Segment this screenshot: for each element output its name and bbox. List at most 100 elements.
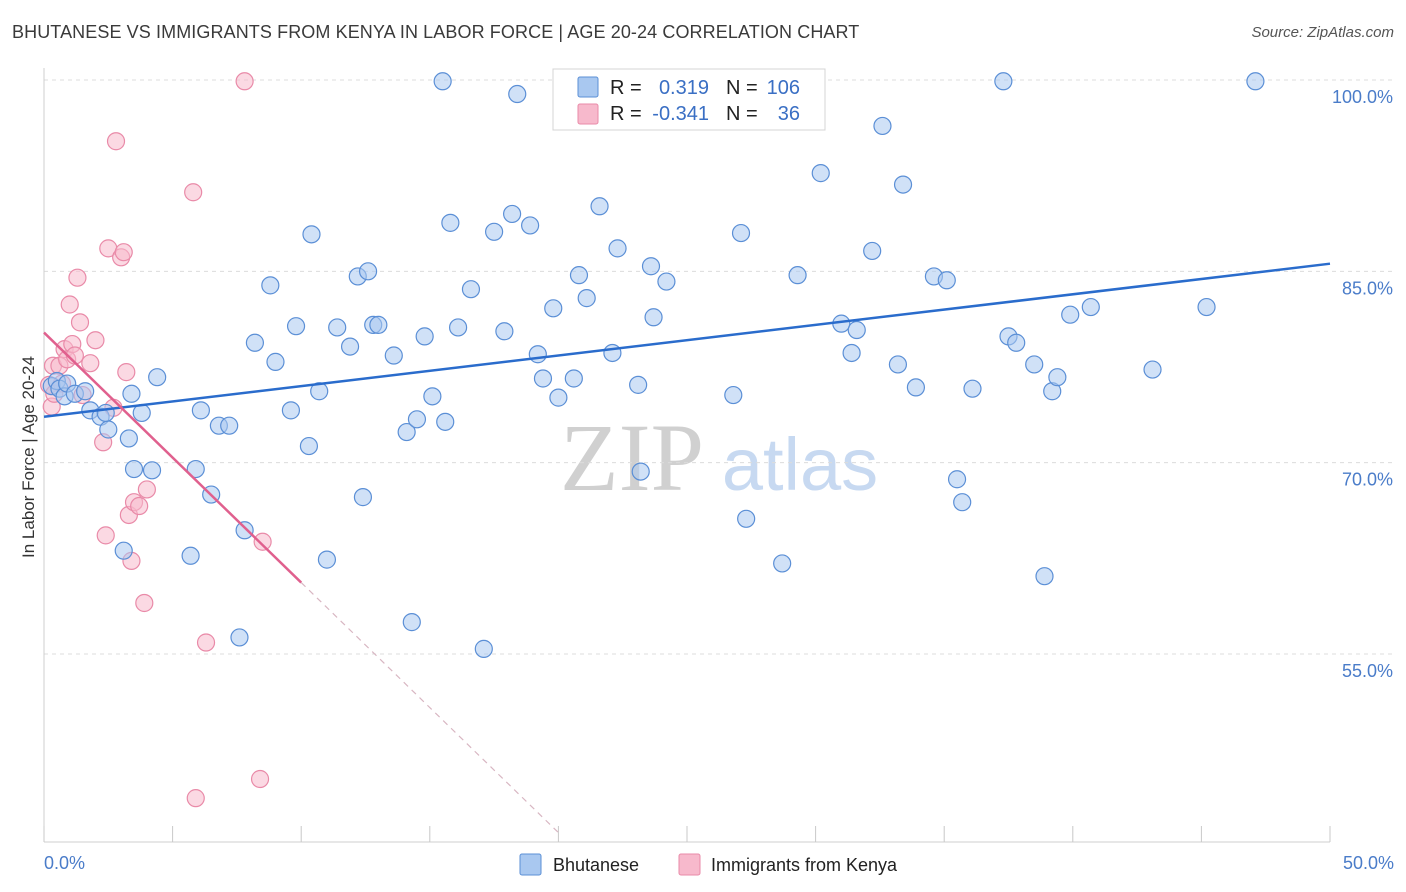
legend-n-value-2: 36	[778, 103, 800, 125]
bhutanese-point-57	[508, 84, 527, 104]
watermark-atlas: atlas	[722, 423, 878, 506]
bhutanese-point-9	[99, 420, 118, 439]
bhutanese-point-94	[994, 72, 1013, 91]
bhutanese-point-103	[1143, 360, 1162, 379]
kenya-point-12	[70, 313, 90, 332]
series-bhutanese	[42, 72, 1265, 658]
bhutanese-point-54	[485, 222, 504, 241]
bottom-legend-label-kenya: Immigrants from Kenya	[711, 855, 898, 875]
bhutanese-point-47	[423, 387, 442, 406]
bhutanese-point-28	[266, 352, 285, 371]
bhutanese-point-73	[657, 272, 676, 291]
kenya-point-15	[86, 331, 105, 350]
watermark-zip: ZIP	[560, 404, 704, 511]
axes	[43, 68, 1331, 843]
kenya-point-30	[184, 183, 203, 202]
bhutanese-point-96	[1007, 333, 1026, 352]
bhutanese-point-14	[124, 459, 144, 479]
bhutanese-point-41	[369, 315, 388, 335]
bhutanese-point-55	[495, 322, 514, 341]
bhutanese-point-100	[1048, 368, 1067, 387]
y-tick-labels: 55.0% 70.0% 85.0% 100.0%	[1332, 87, 1393, 681]
bhutanese-point-51	[448, 318, 468, 337]
bhutanese-point-36	[340, 337, 360, 356]
legend-swatch-pink	[577, 103, 599, 125]
x-tick-labels: 0.0% 50.0%	[44, 853, 1394, 873]
bhutanese-point-10	[96, 403, 115, 423]
legend-r-value-1: 0.319	[659, 77, 709, 99]
bhutanese-point-67	[603, 343, 622, 363]
gridlines	[44, 79, 1392, 655]
bhutanese-point-66	[590, 197, 609, 216]
bhutanese-point-52	[461, 280, 481, 299]
legend-n-label-2: N =	[726, 103, 758, 125]
bhutanese-point-90	[937, 271, 956, 290]
bhutanese-point-50	[441, 213, 460, 232]
bhutanese-point-18	[181, 546, 200, 565]
kenya-point-35	[253, 532, 272, 551]
bhutanese-point-53	[474, 639, 493, 658]
y-tick-label-70: 70.0%	[1342, 470, 1393, 490]
bhutanese-point-69	[629, 375, 648, 394]
x-tick-label-min: 0.0%	[44, 853, 85, 873]
bottom-legend-label-bhutanese: Bhutanese	[553, 855, 639, 875]
series-immigrants-from-kenya	[40, 72, 272, 808]
bhutanese-point-75	[724, 385, 743, 405]
legend-r-value-2: -0.341	[652, 103, 709, 125]
bhutanese-point-13	[122, 384, 141, 403]
bhutanese-point-72	[644, 308, 663, 327]
bhutanese-point-93	[963, 379, 982, 398]
kenya-point-20	[106, 132, 126, 151]
bhutanese-point-91	[947, 470, 967, 489]
kenya-point-11	[68, 268, 87, 287]
series-legend: Bhutanese Immigrants from Kenya	[519, 853, 898, 876]
bhutanese-point-63	[564, 369, 583, 388]
bhutanese-point-80	[811, 164, 830, 183]
y-axis-label: In Labor Force | Age 20-24	[19, 356, 38, 558]
bhutanese-point-62	[549, 388, 568, 407]
bhutanese-point-30	[286, 317, 306, 336]
y-tick-label-100: 100.0%	[1332, 87, 1393, 107]
bhutanese-point-101	[1061, 305, 1080, 324]
source-credit: Source: ZipAtlas.com	[1251, 24, 1394, 41]
kenya-point-14	[81, 354, 100, 373]
bhutanese-point-39	[358, 262, 378, 281]
bhutanese-point-24	[230, 628, 249, 647]
kenya-point-31	[186, 789, 205, 808]
kenya-point-33	[235, 72, 254, 91]
bhutanese-point-79	[788, 266, 807, 285]
bottom-legend-swatch-pink	[678, 853, 701, 876]
bhutanese-point-25	[235, 521, 254, 540]
bhutanese-point-78	[773, 554, 792, 573]
bhutanese-point-11	[114, 541, 133, 560]
legend-n-label-1: N =	[726, 77, 758, 99]
legend-n-value-1: 106	[767, 77, 800, 99]
bhutanese-point-34	[317, 550, 337, 569]
bhutanese-point-35	[328, 318, 347, 337]
kenya-trend-line	[43, 331, 303, 584]
bhutanese-point-27	[261, 276, 280, 295]
bhutanese-trend-line	[43, 262, 1331, 418]
kenya-point-32	[196, 633, 216, 652]
bhutanese-point-87	[893, 175, 913, 194]
bhutanese-point-105	[1246, 72, 1265, 91]
bhutanese-point-16	[142, 461, 162, 480]
bottom-legend-swatch-blue	[519, 853, 542, 876]
bhutanese-point-84	[863, 241, 882, 261]
legend-r-label-1: R =	[610, 77, 642, 99]
bhutanese-point-85	[873, 116, 892, 136]
bhutanese-point-49	[436, 412, 455, 431]
bhutanese-point-43	[397, 422, 416, 442]
legend-r-label-2: R =	[610, 103, 642, 125]
kenya-point-34	[250, 769, 270, 789]
x-tick-label-max: 50.0%	[1343, 853, 1394, 873]
bhutanese-point-86	[888, 355, 908, 374]
bhutanese-point-56	[503, 204, 522, 224]
bhutanese-point-23	[220, 416, 239, 435]
bhutanese-point-31	[299, 436, 319, 456]
watermark: ZIP atlas	[560, 404, 878, 511]
bhutanese-point-12	[119, 429, 138, 448]
bhutanese-point-58	[521, 216, 540, 235]
kenya-point-8	[60, 295, 79, 314]
